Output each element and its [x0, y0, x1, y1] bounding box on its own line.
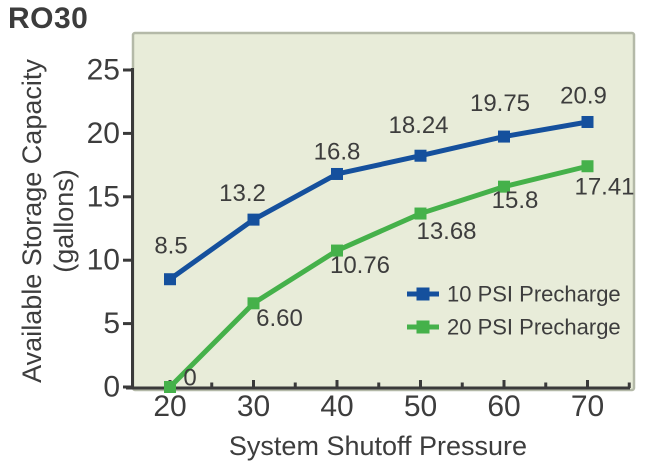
data-point-marker [581, 115, 594, 128]
data-point-marker [581, 160, 594, 173]
page-title: RO30 [8, 2, 89, 35]
data-point-marker [247, 213, 260, 226]
data-point-marker [414, 149, 427, 162]
data-label: 19.75 [470, 90, 530, 117]
data-label: 20.9 [560, 82, 607, 109]
legend-marker [416, 287, 430, 301]
y-tick-label: 25 [87, 54, 120, 87]
data-point-marker [164, 381, 176, 393]
chart-generated-content: 0 5 10 15 20 25 20 30 40 50 60 70 8.5 13.2 16.8 18.24 19… [87, 54, 635, 424]
data-label: 8.5 [154, 233, 187, 260]
data-point-marker [247, 297, 260, 310]
y-tick-label: 15 [87, 180, 120, 213]
data-point-marker [414, 207, 427, 220]
x-tick-label: 70 [571, 390, 604, 423]
y-tick-label: 0 [103, 371, 120, 404]
y-tick-label: 20 [87, 117, 120, 150]
data-label: 15.8 [492, 187, 539, 214]
series-line-2 [168, 163, 589, 389]
series-line-1 [168, 119, 588, 282]
data-point-marker [331, 244, 343, 257]
data-label: 6.60 [256, 305, 303, 332]
y-tick-label: 10 [87, 244, 120, 277]
data-label: 16.8 [314, 138, 361, 165]
legend-label: 10 PSI Precharge [447, 282, 621, 307]
x-tick-label: 60 [487, 390, 520, 423]
x-tick-label: 20 [153, 390, 186, 423]
y-axis-title-line2: (gallons) [49, 169, 79, 273]
data-point-marker [498, 180, 510, 193]
x-tick-label: 30 [237, 390, 270, 423]
x-axis-title: System Shutoff Pressure [229, 431, 527, 461]
legend-label: 20 PSI Precharge [447, 315, 621, 340]
data-point-marker [164, 273, 176, 286]
data-label: 17.41 [574, 174, 634, 201]
data-label: 18.24 [388, 112, 448, 139]
data-point-marker [498, 130, 510, 143]
data-point-marker [331, 167, 343, 180]
data-label: 13.68 [416, 218, 476, 245]
data-label: 0 [183, 365, 196, 392]
y-axis-title-line1: Available Storage Capacity [17, 59, 47, 383]
x-tick-label: 40 [320, 390, 353, 423]
y-tick-label: 5 [103, 307, 120, 340]
legend-marker [416, 320, 430, 334]
x-tick-label: 50 [404, 390, 437, 423]
data-label: 10.76 [330, 252, 390, 279]
data-label: 13.2 [219, 180, 266, 207]
